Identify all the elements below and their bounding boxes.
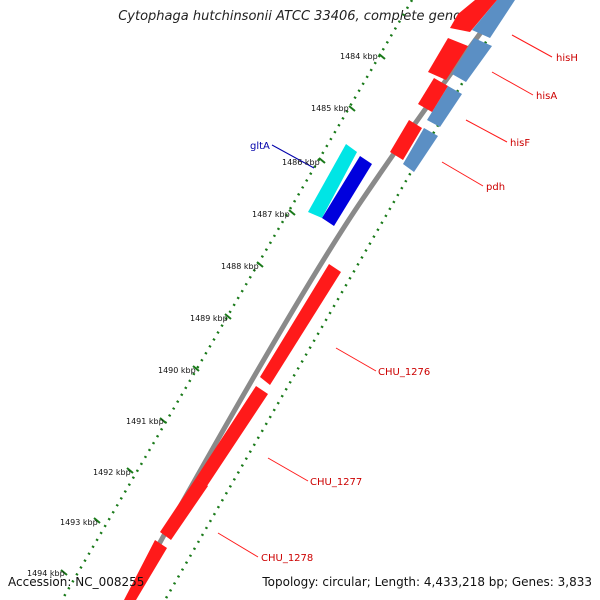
gene-label-CHU_1277: CHU_1277 [310, 477, 362, 488]
gene-hisF-block [418, 78, 448, 112]
tick-label: 1484 kbp [340, 52, 378, 61]
label-leaders [217, 34, 553, 558]
gene-hisA-block [428, 38, 468, 80]
tick-label: 1489 kbp [190, 314, 228, 323]
leader-hisA [491, 71, 534, 96]
gene-label-hisH: hisH [556, 53, 578, 64]
gene-CHU_1279-block [124, 540, 167, 600]
tick-label: 1491 kbp [126, 417, 164, 426]
leader-CHU_1277 [267, 457, 309, 482]
gene-hisF-reverse [427, 86, 462, 127]
genome-backbone [125, 0, 508, 600]
tick-label: 1488 kbp [221, 262, 259, 271]
major-tick-mark [348, 105, 356, 112]
major-tick-mark [378, 53, 386, 60]
gene-CHU_1277-block [196, 386, 268, 486]
gene-hisH-block [450, 0, 497, 32]
gene-pdh-block [390, 120, 422, 160]
rna-track [308, 144, 372, 226]
major-tick-mark [159, 417, 167, 424]
major-tick-mark [318, 157, 326, 164]
major-tick-mark [224, 313, 232, 320]
tick-label: 1486 kbp [282, 158, 320, 167]
accession-text: Accession: NC_008255 [8, 575, 145, 589]
leader-hisH [511, 34, 553, 58]
gene-hisH-reverse [472, 0, 515, 38]
gene-label-hisA: hisA [536, 91, 557, 102]
major-tick-mark [93, 517, 101, 524]
leader-gltA [271, 144, 315, 169]
gene-label-hisF: hisF [510, 138, 530, 149]
tick-label: 1490 kbp [158, 366, 196, 375]
topology-text: Topology: circular; Length: 4,433,218 bp… [262, 575, 592, 589]
gene-label-gltA: gltA [250, 141, 270, 152]
forward-cds-track [124, 0, 497, 600]
tick-ring-inner [60, 0, 414, 600]
reverse-cds-track [403, 0, 515, 172]
tick-label: 1494 kbp [27, 569, 65, 578]
map-title: Cytophaga hutchinsonii ATCC 33406, compl… [118, 9, 482, 24]
leader-hisF [465, 119, 508, 143]
gene-gltA-block [308, 144, 357, 218]
tick-label: 1487 kbp [252, 210, 290, 219]
gene-hisA-reverse [452, 38, 492, 82]
leader-pdh [441, 161, 484, 187]
leader-CHU_1278 [217, 532, 259, 558]
gene-label-CHU_1276: CHU_1276 [378, 367, 430, 378]
tick-label: 1493 kbp [60, 518, 98, 527]
gene-label-CHU_1278: CHU_1278 [261, 553, 313, 564]
tick-labels: 1484 kbp 1485 kbp 1486 kbp 1487 kbp 1488… [27, 52, 378, 578]
gene-label-pdh: pdh [486, 182, 505, 193]
major-tick-mark [288, 209, 296, 216]
leader-CHU_1276 [335, 347, 377, 372]
gene-pdh-reverse [403, 128, 438, 172]
gene-CHU_1276-block [260, 264, 341, 385]
tick-label: 1492 kbp [93, 468, 131, 477]
major-ticks [60, 53, 386, 576]
major-tick-mark [192, 365, 200, 372]
gene-CHU_1278-block [160, 478, 208, 540]
tick-ring-outer [163, 0, 512, 600]
major-tick-mark [126, 467, 134, 474]
major-tick-mark [256, 261, 264, 268]
gene-gltA-reverse-block [322, 156, 372, 226]
major-tick-mark [60, 569, 68, 576]
gene-labels: hisH hisA hisF pdh gltA CHU_1276 CHU_127… [250, 53, 578, 564]
tick-label: 1485 kbp [311, 104, 349, 113]
